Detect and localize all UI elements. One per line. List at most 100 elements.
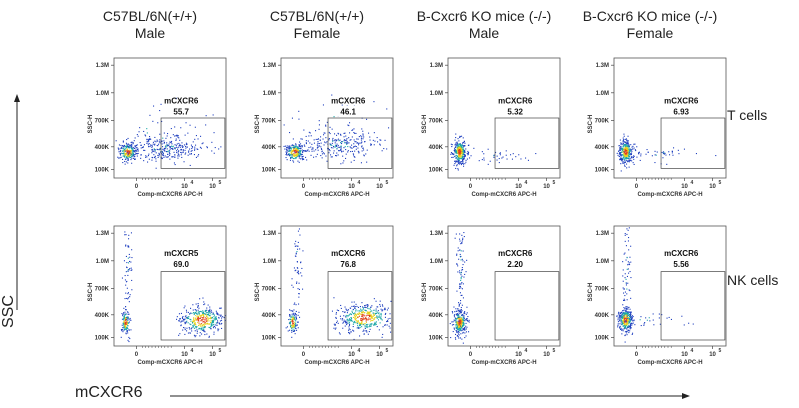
x-tick-exponent: 5 (553, 180, 556, 186)
flow-plot-panel: 1.3M 1.0M 700K 400K 100K SSC-H 0 10 4 10 5 Comp-mCX… (586, 56, 736, 204)
x-tick-label: 10 (515, 184, 522, 190)
y-tick-label: 100K (429, 168, 444, 174)
x-tick-label: 10 (515, 352, 522, 358)
y-tick-label: 1.3M (263, 63, 276, 69)
x-tick-label: 0 (302, 184, 306, 190)
y-tick-label: 1.3M (96, 63, 109, 69)
panel-x-axis-label: Comp-mCXCR6 APC-H (137, 360, 202, 366)
y-tick-label: 700K (262, 118, 277, 124)
x-tick-label: 10 (709, 352, 716, 358)
gate-name-label: mCXCR5 (164, 249, 199, 258)
gate-name-label: mCXCR6 (664, 249, 699, 258)
y-tick-label: 100K (95, 336, 110, 342)
column-header-line2: Female (626, 25, 674, 41)
gate-box (327, 117, 393, 169)
column-header: B-Cxcr6 KO mice (-/-) Male (399, 8, 569, 42)
y-axis-title: SSC (0, 288, 18, 328)
panel-x-axis-label: Comp-mCXCR6 APC-H (471, 360, 536, 366)
y-tick-label: 1.0M (96, 259, 109, 265)
column-header-line1: B-Cxcr6 KO mice (-/-) (416, 8, 552, 24)
x-tick-label: 10 (709, 184, 716, 190)
panel-x-axis-label: Comp-mCXCR6 APC-H (471, 192, 536, 198)
plot-frame (113, 225, 227, 347)
gate-value-bg (670, 105, 695, 117)
panel-y-axis-label: SSC-H (255, 115, 261, 134)
gate-percentage: 69.0 (173, 260, 189, 269)
panel-x-axis-label: Comp-mCXCR6 APC-H (304, 192, 369, 198)
y-tick-label: 400K (429, 313, 444, 319)
y-tick-label: 400K (95, 145, 110, 151)
x-tick-label: 10 (209, 184, 216, 190)
x-tick-label: 0 (135, 352, 139, 358)
x-tick-label: 10 (348, 184, 355, 190)
y-tick-label: 700K (429, 118, 444, 124)
gate-box (660, 271, 726, 341)
x-tick-exponent: 4 (358, 348, 361, 354)
gate-box (160, 271, 226, 341)
flow-plot-panel: 1.3M 1.0M 700K 400K 100K SSC-H 0 10 4 10 5 Comp-mCX… (86, 56, 236, 204)
y-tick-label: 400K (429, 145, 444, 151)
column-header: C57BL/6N(+/+) Male (65, 8, 235, 42)
panel-y-axis-label: SSC-H (422, 283, 428, 302)
x-tick-exponent: 4 (191, 348, 194, 354)
x-tick-exponent: 4 (691, 348, 694, 354)
event-dots (285, 228, 392, 340)
column-header: B-Cxcr6 KO mice (-/-) Female (565, 8, 735, 42)
y-tick-label: 700K (95, 286, 110, 292)
y-tick-label: 1.3M (430, 231, 443, 237)
y-tick-label: 700K (429, 286, 444, 292)
event-dots (115, 97, 222, 169)
x-tick-exponent: 4 (358, 180, 361, 186)
x-tick-label: 10 (376, 184, 383, 190)
gate-name-label: mCXCR6 (331, 249, 366, 258)
gate-name-label: mCXCR6 (498, 249, 533, 258)
flow-plot-panel: 1.3M 1.0M 700K 400K 100K SSC-H 0 10 4 10 5 Comp-mCX… (420, 224, 570, 372)
y-tick-label: 400K (262, 145, 277, 151)
x-tick-label: 10 (543, 352, 550, 358)
row-label-t-cells: T cells (727, 107, 768, 123)
y-tick-label: 1.0M (596, 91, 609, 97)
x-tick-label: 0 (635, 352, 639, 358)
x-axis-arrow (170, 393, 690, 399)
y-tick-label: 700K (595, 286, 610, 292)
x-tick-label: 10 (376, 352, 383, 358)
y-tick-label: 700K (262, 286, 277, 292)
y-tick-label: 400K (595, 145, 610, 151)
flow-plot-panel: 1.3M 1.0M 700K 400K 100K SSC-H 0 10 4 10 5 Comp-mCX… (86, 224, 236, 372)
column-header-line2: Male (468, 25, 500, 41)
y-tick-label: 1.3M (263, 231, 276, 237)
gate-value-bg (337, 105, 362, 117)
panel-x-axis-label: Comp-mCXCR6 APC-H (637, 360, 702, 366)
y-tick-label: 100K (95, 168, 110, 174)
gate-box (494, 271, 560, 341)
event-dots (120, 231, 226, 343)
y-tick-label: 1.0M (96, 91, 109, 97)
y-tick-label: 700K (595, 118, 610, 124)
x-tick-exponent: 5 (719, 180, 722, 186)
column-header-line1: B-Cxcr6 KO mice (-/-) (582, 8, 718, 24)
x-tick-exponent: 5 (386, 348, 389, 354)
plot-frame (280, 225, 394, 347)
column-header-line2: Male (134, 25, 166, 41)
y-tick-label: 1.0M (263, 259, 276, 265)
gate-box (494, 117, 560, 169)
x-tick-label: 0 (469, 184, 473, 190)
gate-percentage: 76.8 (340, 260, 356, 269)
x-tick-exponent: 5 (219, 348, 222, 354)
gate-box (160, 117, 226, 169)
plot-frame (447, 225, 561, 347)
event-dots (616, 133, 717, 172)
flow-plot-panel: 1.3M 1.0M 700K 400K 100K SSC-H 0 10 4 10 5 Comp-mCX… (253, 224, 403, 372)
panel-y-axis-label: SSC-H (588, 283, 594, 302)
panel-x-axis-label: Comp-mCXCR6 APC-H (137, 192, 202, 198)
gate-box (327, 271, 393, 341)
y-tick-label: 1.3M (596, 63, 609, 69)
flow-plot-panel: 1.3M 1.0M 700K 400K 100K SSC-H 0 10 4 10 5 Comp-mCX… (420, 56, 570, 204)
y-tick-label: 400K (262, 313, 277, 319)
gate-percentage: 5.56 (673, 260, 689, 269)
